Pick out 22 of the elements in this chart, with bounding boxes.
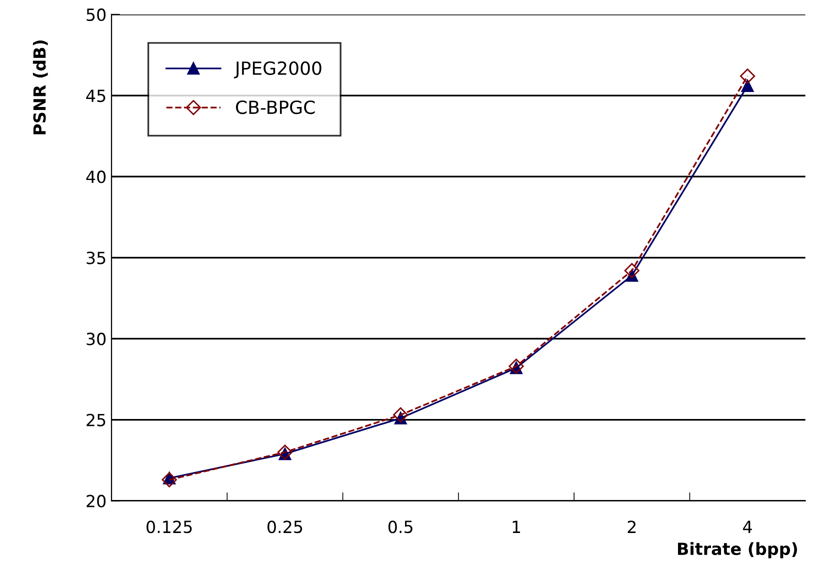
y-tick-label: 25 (86, 414, 106, 426)
y-tick-label: 20 (86, 494, 106, 508)
y-tick-label: 50 (86, 8, 106, 22)
point (624, 263, 640, 278)
x-axis-title: Bitrate (bpp) (678, 542, 797, 558)
point (740, 68, 756, 84)
x-tick-label: 0.125 (146, 520, 192, 534)
x-tick-label: 4 (743, 520, 752, 533)
y-axis-title: PSNR (dB) (32, 40, 48, 134)
legend-label: JPEG2000 (234, 61, 322, 78)
y-tick-label: 30 (86, 332, 106, 346)
point (741, 80, 754, 92)
y-tick-label: 40 (86, 170, 106, 184)
x-tick-label: 0.25 (268, 520, 302, 534)
point (162, 472, 177, 488)
legend-label: CB-BPGC (236, 100, 315, 114)
x-tick-label: 1 (512, 520, 520, 533)
y-tick-label: 45 (86, 90, 106, 102)
x-tick-label: 0.5 (388, 520, 412, 534)
x-tick-label: 2 (628, 520, 636, 533)
point (393, 407, 408, 422)
y-tick-label: 35 (86, 252, 106, 264)
